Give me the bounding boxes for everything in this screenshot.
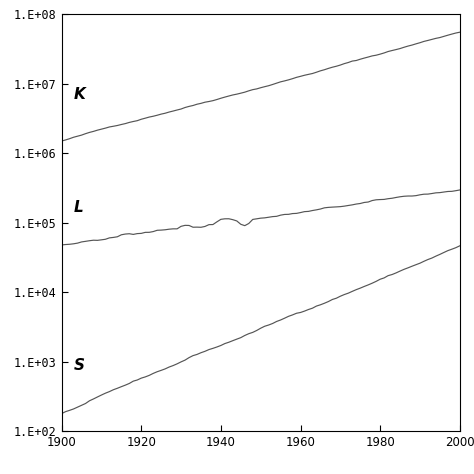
Text: S: S — [73, 358, 84, 373]
Text: L: L — [73, 200, 83, 215]
Text: K: K — [73, 87, 85, 101]
